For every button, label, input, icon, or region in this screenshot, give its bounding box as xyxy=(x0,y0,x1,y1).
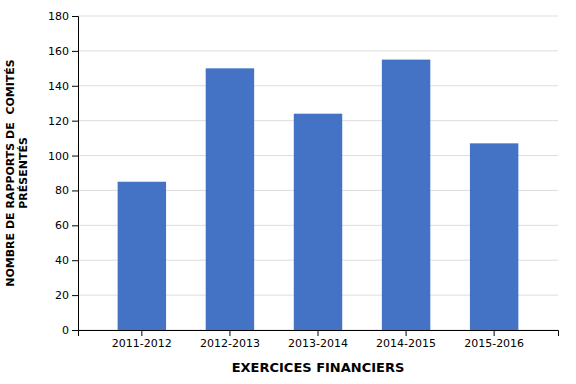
tick: 20 xyxy=(55,289,78,302)
tick-label: 140 xyxy=(48,80,69,93)
grid-line xyxy=(78,50,558,51)
tick: 160 xyxy=(48,45,78,58)
y-axis: 0 20 40 60 80 100 120 140 160 180 xyxy=(48,10,79,337)
y-axis-title-line: NOMBRE DE RAPPORTS DE COMITÉS xyxy=(4,59,17,287)
tick: 2014-2015 xyxy=(376,330,436,350)
y-axis-title-line: PRÉSENTÉS xyxy=(17,137,30,209)
chart: 2011-2012 2012-2013 2013-2014 2014-2015 2015… xyxy=(0,0,576,384)
tick: 2015-2016 xyxy=(464,330,524,350)
tick-mark xyxy=(72,260,78,261)
tick-label: 80 xyxy=(55,184,69,197)
tick-mark xyxy=(72,225,78,226)
grid xyxy=(78,16,558,330)
tick-mark xyxy=(494,330,495,336)
axis-line xyxy=(79,331,559,337)
plot: 2011-2012 2012-2013 2013-2014 2014-2015 2015… xyxy=(4,10,559,375)
tick-mark xyxy=(72,121,78,122)
axis-line xyxy=(72,17,79,331)
marks xyxy=(118,60,519,330)
tick: 60 xyxy=(55,219,78,232)
tick-label: 180 xyxy=(48,10,69,23)
tick: 2012-2013 xyxy=(200,330,260,350)
tick-label: 0 xyxy=(62,324,69,337)
bar xyxy=(206,68,254,330)
tick-label: 2015-2016 xyxy=(464,337,524,350)
x-axis: 2011-2012 2012-2013 2013-2014 2014-2015 2015… xyxy=(79,330,559,350)
tick-label: 160 xyxy=(48,45,69,58)
grid-line xyxy=(78,16,558,17)
tick: 2011-2012 xyxy=(112,330,172,350)
tick-label: 100 xyxy=(48,150,69,163)
tick-label: 2012-2013 xyxy=(200,337,260,350)
tick-mark xyxy=(72,330,78,331)
tick: 80 xyxy=(55,184,78,197)
chart-container: 2011-2012 2012-2013 2013-2014 2014-2015 2015… xyxy=(0,0,576,384)
y-axis-title: NOMBRE DE RAPPORTS DE COMITÉSPRÉSENTÉS xyxy=(4,59,30,287)
tick-mark xyxy=(72,86,78,87)
tick-label: 40 xyxy=(55,254,69,267)
tick-mark xyxy=(229,330,230,336)
tick-mark xyxy=(406,330,407,336)
tick: 180 xyxy=(48,10,78,23)
tick-label: 20 xyxy=(55,289,69,302)
tick: 140 xyxy=(48,80,78,93)
bar xyxy=(118,182,166,330)
tick-mark xyxy=(72,51,78,52)
tick-label: 60 xyxy=(55,219,69,232)
tick: 40 xyxy=(55,254,78,267)
tick-label: 120 xyxy=(48,115,69,128)
tick-mark xyxy=(72,16,78,17)
tick: 2013-2014 xyxy=(288,330,348,350)
bar xyxy=(294,114,342,330)
tick-mark xyxy=(72,295,78,296)
tick-mark xyxy=(72,190,78,191)
tick: 100 xyxy=(48,150,78,163)
tick-mark xyxy=(318,330,319,336)
bar xyxy=(470,143,518,330)
tick: 120 xyxy=(48,115,78,128)
x-axis-title: EXERCICES FINANCIERS xyxy=(232,360,405,375)
tick-mark xyxy=(72,156,78,157)
grid-line xyxy=(78,85,558,86)
tick: 0 xyxy=(62,324,78,337)
tick-mark xyxy=(141,330,142,336)
bar xyxy=(382,60,430,330)
tick-label: 2011-2012 xyxy=(112,337,172,350)
tick-label: 2013-2014 xyxy=(288,337,348,350)
tick-label: 2014-2015 xyxy=(376,337,436,350)
